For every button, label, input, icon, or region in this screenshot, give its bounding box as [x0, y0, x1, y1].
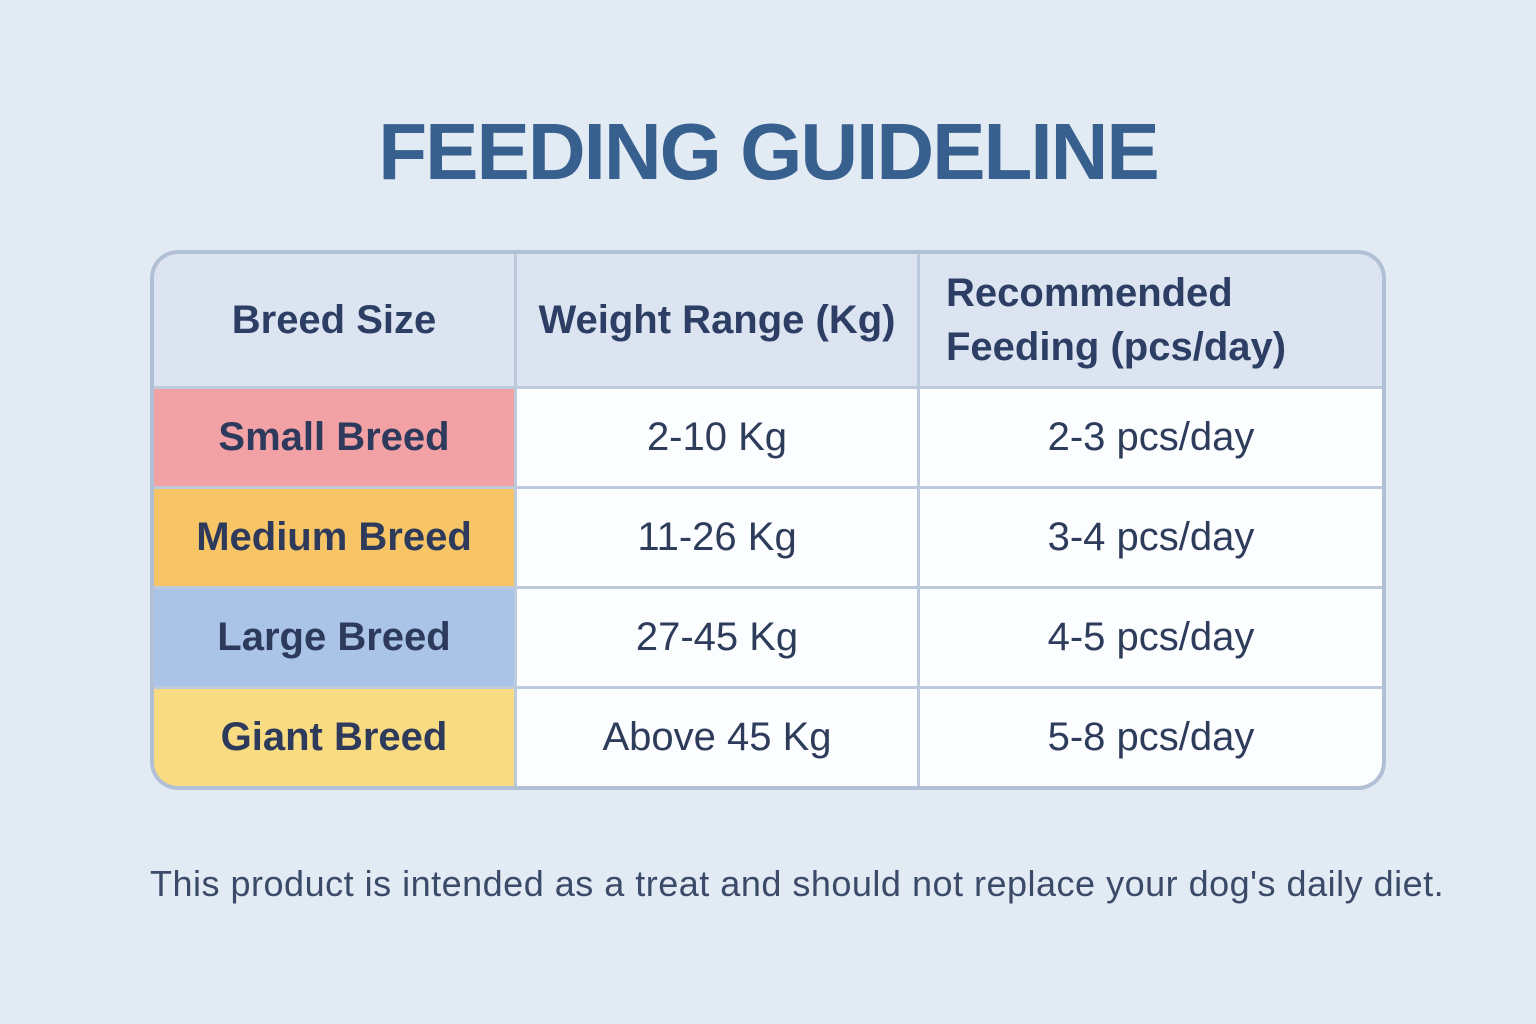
weight-cell-large: 27-45 Kg: [517, 589, 917, 686]
weight-cell-medium: 11-26 Kg: [517, 489, 917, 586]
breed-cell-medium: Medium Breed: [154, 489, 514, 586]
feeding-guideline-table: Breed Size Weight Range (Kg) Recommended…: [150, 250, 1386, 790]
header-breed-size: Breed Size: [154, 254, 514, 386]
page-title: FEEDING GUIDELINE: [378, 107, 1159, 196]
feeding-cell-medium: 3-4 pcs/day: [920, 489, 1382, 586]
header-weight-range: Weight Range (Kg): [517, 254, 917, 386]
header-recommended-feeding: Recommended Feeding (pcs/day): [920, 254, 1382, 386]
breed-cell-giant: Giant Breed: [154, 689, 514, 786]
footer-note: This product is intended as a treat and …: [150, 863, 1445, 904]
breed-cell-small: Small Breed: [154, 389, 514, 486]
weight-cell-giant: Above 45 Kg: [517, 689, 917, 786]
feeding-cell-small: 2-3 pcs/day: [920, 389, 1382, 486]
feeding-cell-giant: 5-8 pcs/day: [920, 689, 1382, 786]
feeding-cell-large: 4-5 pcs/day: [920, 589, 1382, 686]
weight-cell-small: 2-10 Kg: [517, 389, 917, 486]
breed-cell-large: Large Breed: [154, 589, 514, 686]
header-recommended-feeding-label: Recommended Feeding (pcs/day): [946, 271, 1287, 369]
